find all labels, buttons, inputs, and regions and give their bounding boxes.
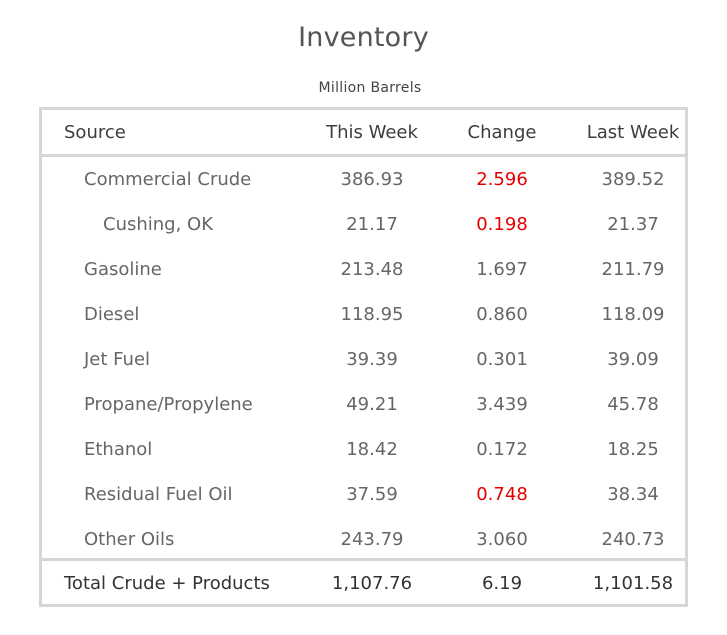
cell-source: Ethanol	[84, 439, 153, 460]
cell-source: Commercial Crude	[84, 169, 252, 190]
table-row: Diesel 118.95 0.860 118.09	[42, 292, 685, 337]
table-row: Cushing, OK 21.17 0.198 21.37	[42, 202, 685, 247]
cell-this-week: 243.79	[340, 529, 404, 550]
table-row: Ethanol 18.42 0.172 18.25	[42, 427, 685, 472]
cell-last-week: 18.25	[607, 439, 659, 460]
cell-source: Diesel	[84, 304, 140, 325]
cell-source: Jet Fuel	[84, 349, 151, 370]
header-last-week: Last Week	[586, 122, 680, 143]
cell-change: 0.198	[476, 214, 528, 235]
cell-last-week: 39.09	[607, 349, 659, 370]
cell-this-week: 18.42	[346, 439, 398, 460]
cell-last-week: 45.78	[607, 394, 659, 415]
units-subtitle: Million Barrels	[318, 80, 422, 96]
cell-last-week: 38.34	[607, 484, 659, 505]
cell-change: 0.748	[476, 484, 528, 505]
table-header-row: Source This Week Change Last Week	[42, 110, 685, 155]
cell-source: Other Oils	[84, 529, 175, 550]
cell-source: Propane/Propylene	[84, 394, 253, 415]
table-row: Propane/Propylene 49.21 3.439 45.78	[42, 382, 685, 427]
total-source: Total Crude + Products	[64, 573, 270, 594]
table-row: Jet Fuel 39.39 0.301 39.09	[42, 337, 685, 382]
table-row: Residual Fuel Oil 37.59 0.748 38.34	[42, 472, 685, 517]
table-row: Gasoline 213.48 1.697 211.79	[42, 247, 685, 292]
cell-this-week: 386.93	[340, 169, 404, 190]
cell-change: 3.439	[476, 394, 528, 415]
cell-this-week: 49.21	[346, 394, 398, 415]
cell-change: 0.860	[476, 304, 528, 325]
total-row: Total Crude + Products 1,107.76 6.19 1,1…	[42, 561, 685, 606]
table-row: Other Oils 243.79 3.060 240.73	[42, 517, 685, 562]
page-title: Inventory	[298, 22, 429, 53]
inventory-table: Source This Week Change Last Week Commer…	[39, 107, 688, 607]
cell-this-week: 39.39	[346, 349, 398, 370]
cell-change: 1.697	[476, 259, 528, 280]
cell-this-week: 118.95	[340, 304, 404, 325]
cell-this-week: 213.48	[340, 259, 404, 280]
total-divider	[42, 558, 685, 561]
cell-change: 3.060	[476, 529, 528, 550]
header-divider	[42, 154, 685, 157]
cell-change: 0.301	[476, 349, 528, 370]
cell-last-week: 21.37	[607, 214, 659, 235]
cell-change: 2.596	[476, 169, 528, 190]
cell-source: Cushing, OK	[103, 214, 214, 235]
cell-this-week: 37.59	[346, 484, 398, 505]
header-this-week: This Week	[326, 122, 418, 143]
cell-change: 0.172	[476, 439, 528, 460]
cell-source: Residual Fuel Oil	[84, 484, 233, 505]
total-this-week: 1,107.76	[331, 573, 413, 594]
table-row: Commercial Crude 386.93 2.596 389.52	[42, 157, 685, 202]
cell-this-week: 21.17	[346, 214, 398, 235]
cell-last-week: 118.09	[601, 304, 665, 325]
total-change: 6.19	[481, 573, 523, 594]
cell-source: Gasoline	[84, 259, 162, 280]
total-last-week: 1,101.58	[592, 573, 674, 594]
header-change: Change	[467, 122, 537, 143]
cell-last-week: 211.79	[601, 259, 665, 280]
header-source: Source	[64, 122, 126, 143]
cell-last-week: 240.73	[601, 529, 665, 550]
cell-last-week: 389.52	[601, 169, 665, 190]
